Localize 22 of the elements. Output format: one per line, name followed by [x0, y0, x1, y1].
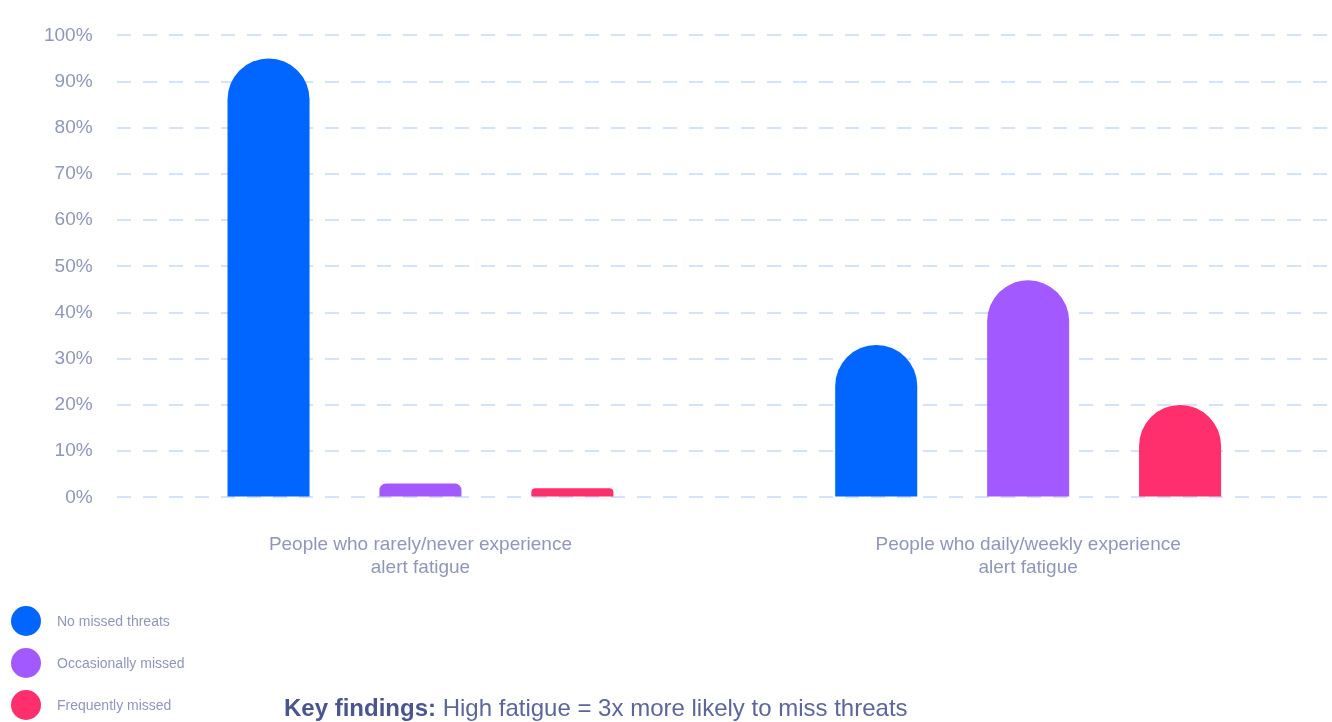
- text: Key findings: High fatigue = 3x more likely to miss threats: [284, 694, 908, 722]
- y-tick-label: 10%: [54, 439, 93, 461]
- y-tick-label: 20%: [54, 393, 93, 415]
- bar: [835, 344, 918, 497]
- y-tick-label: 70%: [54, 162, 93, 184]
- y-tick-label: 90%: [54, 69, 93, 91]
- y-tick-label: 100%: [43, 23, 93, 45]
- bar: [531, 488, 614, 497]
- bar: [227, 58, 310, 497]
- y-tick-label: 0%: [65, 485, 93, 507]
- y-tick-label: 50%: [54, 254, 93, 276]
- y-tick-label: 80%: [54, 116, 93, 138]
- bar: [379, 483, 462, 497]
- x-tick-label: People who rarely/never experience alert fatigue: [268, 533, 573, 577]
- legend-label: Frequently missed: [56, 697, 172, 713]
- legend-label: No missed threats: [56, 613, 170, 629]
- x-tick-label: People who daily/weekly experience alert fatigue: [875, 533, 1181, 577]
- legend-label: Occasionally missed: [56, 655, 185, 671]
- y-tick-label: 60%: [54, 208, 93, 230]
- y-tick-label: 40%: [54, 300, 93, 322]
- y-tick-label: 30%: [54, 347, 93, 369]
- bar: [987, 280, 1070, 497]
